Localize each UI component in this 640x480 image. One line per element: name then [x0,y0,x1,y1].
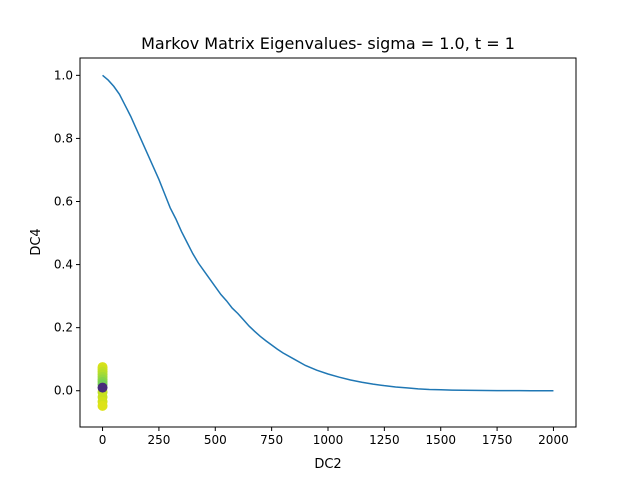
y-tick-label: 1.0 [54,68,73,82]
x-tick-label: 1000 [313,433,344,447]
x-tick-label: 1250 [369,433,400,447]
x-tick-label: 1500 [425,433,456,447]
x-tick-label: 500 [204,433,227,447]
y-tick-label: 0.2 [54,321,73,335]
scatter-point [97,400,108,411]
x-tick-label: 0 [99,433,107,447]
chart-title: Markov Matrix Eigenvalues- sigma = 1.0, … [141,34,515,53]
x-tick-label: 750 [260,433,283,447]
y-tick-label: 0.8 [54,131,73,145]
x-tick-label: 250 [147,433,170,447]
x-axis-label: DC2 [314,457,341,472]
series-line [102,74,554,392]
x-tick-label: 1750 [482,433,513,447]
y-tick-label: 0.4 [54,258,73,272]
plot-area [97,74,554,411]
y-tick-label: 0.0 [54,384,73,398]
y-axis-label: DC4 [29,228,44,255]
scatter-point [97,382,108,393]
x-tick-label: 2000 [538,433,569,447]
x-axis: 0 250 500 750 1000 1250 1500 1750 2000 [99,427,569,447]
y-tick-label: 0.6 [54,195,73,209]
y-axis: 0.0 0.2 0.4 0.6 0.8 1.0 [54,68,80,398]
